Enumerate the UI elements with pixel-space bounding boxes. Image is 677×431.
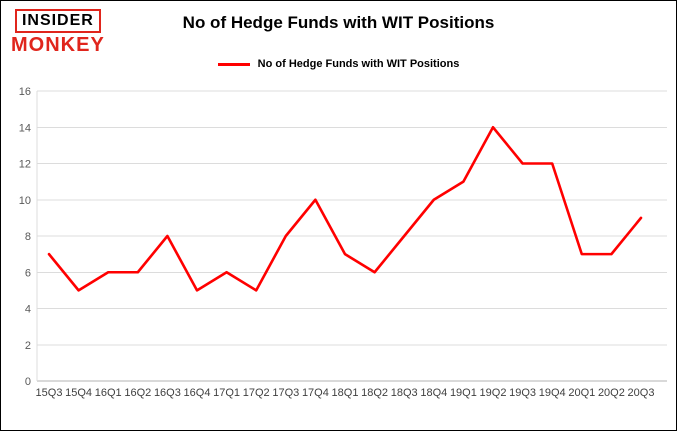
y-axis-tick-label: 6 [25, 267, 31, 279]
x-axis-tick-label: 18Q2 [361, 387, 388, 399]
x-axis-tick-label: 19Q2 [480, 387, 507, 399]
x-axis-tick-label: 15Q4 [65, 387, 92, 399]
x-axis-tick-label: 16Q1 [95, 387, 122, 399]
y-axis-tick-label: 4 [25, 304, 31, 316]
y-axis-tick-label: 2 [25, 340, 31, 352]
x-axis-tick-label: 16Q2 [124, 387, 151, 399]
data-series-line [47, 125, 643, 292]
y-axis-tick-label: 12 [19, 159, 31, 171]
x-axis-tick-label: 16Q3 [154, 387, 181, 399]
y-axis-tick-label: 16 [19, 86, 31, 98]
x-axis-tick-label: 20Q1 [568, 387, 595, 399]
x-axis-tick-label: 18Q4 [420, 387, 447, 399]
x-axis-tick-label: 17Q3 [272, 387, 299, 399]
x-axis-tick-label: 19Q1 [450, 387, 477, 399]
y-axis-tick-label: 10 [19, 195, 31, 207]
logo-monkey-text: MONKEY [11, 33, 105, 56]
y-axis-tick-label: 0 [25, 376, 31, 388]
x-axis-tick-label: 20Q3 [628, 387, 655, 399]
legend: No of Hedge Funds with WIT Positions [1, 57, 676, 71]
x-axis-tick-label: 18Q1 [332, 387, 359, 399]
x-axis-tick-label: 15Q3 [36, 387, 63, 399]
x-axis-tick-label: 19Q4 [539, 387, 566, 399]
chart-title: No of Hedge Funds with WIT Positions [182, 13, 495, 32]
x-axis-tick-label: 20Q2 [598, 387, 625, 399]
y-axis-tick-label: 8 [25, 231, 31, 243]
x-axis-tick-label: 19Q3 [509, 387, 536, 399]
legend-line-swatch [217, 62, 250, 66]
x-axis-tick-label: 16Q4 [184, 387, 211, 399]
logo-insider-text: INSIDER [14, 9, 101, 33]
legend-label: No of Hedge Funds with WIT Positions [257, 58, 460, 70]
y-axis-tick-label: 14 [19, 122, 31, 134]
x-axis-tick-label: 17Q2 [243, 387, 270, 399]
x-axis-tick-label: 17Q1 [213, 387, 240, 399]
insider-monkey-logo: INSIDER MONKEY [11, 9, 105, 56]
x-axis-tick-label: 17Q4 [302, 387, 329, 399]
x-axis-tick-label: 18Q3 [391, 387, 418, 399]
